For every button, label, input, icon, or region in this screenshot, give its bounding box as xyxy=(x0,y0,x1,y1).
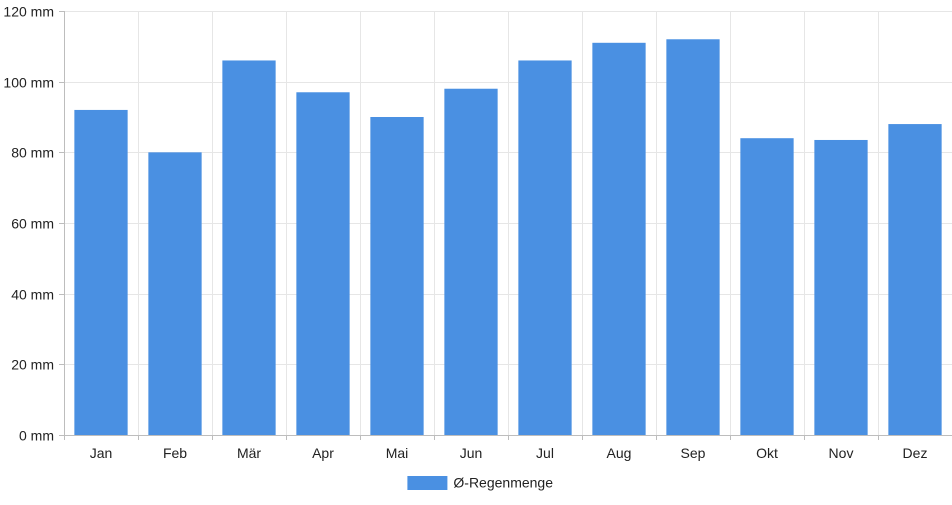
bar-Apr[interactable] xyxy=(296,92,350,436)
bar-Dez[interactable] xyxy=(888,124,942,436)
bar-Jan[interactable] xyxy=(74,109,128,435)
bar-Sep[interactable] xyxy=(666,39,720,436)
bars-layer xyxy=(74,39,942,436)
x-tick-label: Mär xyxy=(237,445,261,461)
bar-Okt[interactable] xyxy=(740,138,794,435)
bar-Mai[interactable] xyxy=(370,117,424,435)
axes-layer xyxy=(59,11,952,440)
y-tick-label: 0 mm xyxy=(19,428,54,444)
x-tick-label: Okt xyxy=(756,445,778,461)
x-tick-label: Dez xyxy=(903,445,928,461)
y-tick-label: 20 mm xyxy=(11,357,54,373)
bar-Aug[interactable] xyxy=(592,42,646,436)
bar-Mär[interactable] xyxy=(222,60,276,435)
x-tick-label: Sep xyxy=(681,445,706,461)
x-tick-labels: Jan Feb Mär Apr Mai Jun Jul Aug Sep Okt Nov Dez xyxy=(90,445,928,461)
legend[interactable]: Ø-Regenmenge xyxy=(407,475,553,491)
bar-Nov[interactable] xyxy=(814,139,868,435)
x-tick-label: Mai xyxy=(386,445,409,461)
x-tick-label: Jun xyxy=(460,445,483,461)
y-tick-label: 60 mm xyxy=(11,216,54,232)
x-tick-label: Feb xyxy=(163,445,187,461)
grid-layer xyxy=(64,11,952,436)
x-tick-label: Apr xyxy=(312,445,334,461)
x-tick-label: Jan xyxy=(90,445,113,461)
y-tick-label: 80 mm xyxy=(11,145,54,161)
x-tick-label: Nov xyxy=(829,445,854,461)
legend-swatch[interactable] xyxy=(407,476,448,490)
y-tick-label: 100 mm xyxy=(3,75,54,91)
y-tick-label: 120 mm xyxy=(3,4,54,20)
x-tick-label: Aug xyxy=(607,445,632,461)
x-tick-label: Jul xyxy=(536,445,554,461)
legend-label[interactable]: Ø-Regenmenge xyxy=(453,475,553,491)
bar-Jul[interactable] xyxy=(518,60,572,435)
y-tick-label: 40 mm xyxy=(11,287,54,303)
y-tick-labels: 0 mm 20 mm 40 mm 60 mm 80 mm 100 mm 120 mm xyxy=(3,4,54,444)
bar-Feb[interactable] xyxy=(148,152,202,436)
bar-Jun[interactable] xyxy=(444,88,498,435)
